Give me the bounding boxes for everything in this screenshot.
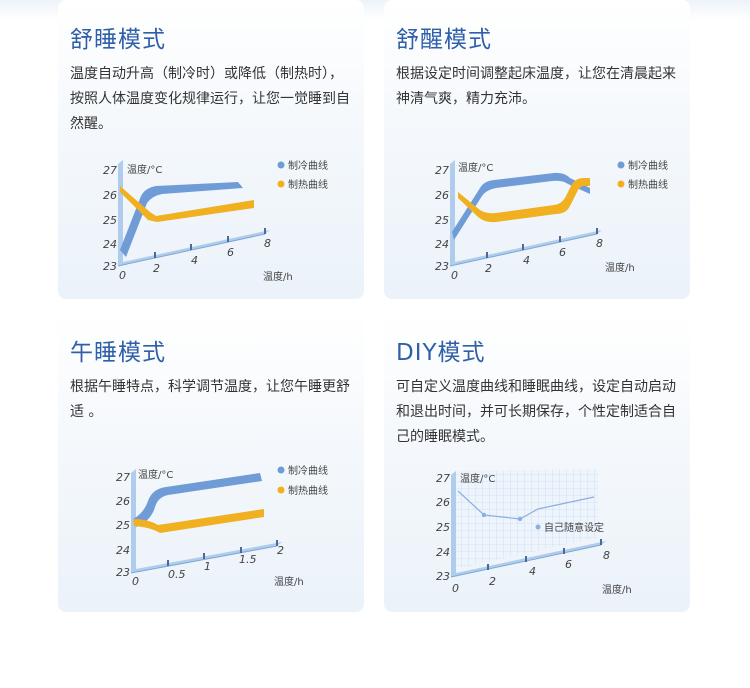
x-tick: 2 bbox=[489, 575, 496, 588]
legend-dot-cooling bbox=[277, 161, 285, 169]
x-tick: 0 bbox=[132, 575, 139, 588]
y-tick: 27 bbox=[103, 164, 117, 177]
y-tick: 25 bbox=[436, 521, 450, 534]
heating-curve bbox=[133, 509, 264, 533]
x-tick: 6 bbox=[227, 246, 234, 259]
y-tick: 24 bbox=[436, 546, 450, 559]
y-tick: 25 bbox=[103, 214, 117, 227]
x-axis-label: 温度/h bbox=[602, 583, 632, 596]
heating-curve bbox=[120, 186, 254, 222]
y-tick: 25 bbox=[435, 214, 449, 227]
temperature-chart: 27 26 25 24 23 0 0.5 1 1.5 2 温度/°C 温度/h … bbox=[116, 464, 328, 588]
heating-curve bbox=[458, 178, 590, 223]
cooling-curve bbox=[133, 473, 262, 527]
y-tick: 23 bbox=[436, 570, 450, 583]
cooling-curve bbox=[452, 172, 590, 240]
x-tick: 8 bbox=[596, 237, 603, 250]
x-tick: 0.5 bbox=[168, 568, 186, 581]
mode-card-comfort-sleep: 舒睡模式 温度自动升高（制冷时）或降低（制热时），按照人体温度变化规律运行，让您… bbox=[58, 0, 364, 299]
x-tick: 2 bbox=[277, 544, 284, 557]
x-tick: 0 bbox=[452, 582, 459, 595]
x-tick: 2 bbox=[153, 262, 160, 275]
y-tick: 24 bbox=[116, 544, 130, 557]
x-axis bbox=[451, 541, 606, 577]
card-description: 根据午睡特点，科学调节温度，让您午睡更舒适 。 bbox=[70, 379, 350, 420]
legend-dot-heating bbox=[617, 180, 625, 188]
card-title: 午睡模式 bbox=[70, 340, 166, 366]
y-axis-label: 温度/°C bbox=[458, 161, 493, 174]
x-tick: 4 bbox=[523, 254, 530, 267]
temperature-chart: 27 26 25 24 23 0 2 4 6 8 温度/°C 温度/h 自己随意… bbox=[436, 469, 632, 596]
legend-dot-cooling bbox=[617, 161, 625, 169]
card-description: 可自定义温度曲线和睡眠曲线，设定自动启动和退出时间，并可长期保存，个性定制适合自… bbox=[396, 379, 676, 445]
x-tick: 4 bbox=[529, 565, 536, 578]
x-axis-label: 温度/h bbox=[605, 261, 635, 274]
y-axis bbox=[451, 471, 456, 577]
card-description: 根据设定时间调整起床温度，让您在清晨起来神清气爽，精力充沛。 bbox=[396, 66, 676, 107]
x-tick: 6 bbox=[559, 246, 566, 259]
card-title: DIY模式 bbox=[396, 340, 486, 366]
legend-label: 自己随意设定 bbox=[544, 521, 604, 534]
mode-card-nap: 午睡模式 根据午睡特点，科学调节温度，让您午睡更舒适 。 27 26 25 24… bbox=[58, 313, 364, 612]
x-axis-label: 温度/h bbox=[274, 575, 304, 588]
y-tick: 26 bbox=[116, 495, 130, 508]
y-tick: 26 bbox=[435, 189, 449, 202]
y-axis-label: 温度/°C bbox=[127, 163, 162, 176]
legend-dot-custom bbox=[535, 524, 541, 530]
y-axis-label: 温度/°C bbox=[460, 472, 495, 485]
cooling-curve bbox=[120, 182, 243, 257]
curve-point bbox=[481, 512, 487, 518]
legend-label: 制冷曲线 bbox=[628, 159, 668, 172]
legend-label: 制冷曲线 bbox=[288, 464, 328, 477]
x-tick: 0 bbox=[451, 269, 458, 282]
y-tick: 23 bbox=[103, 260, 117, 273]
legend-label: 制冷曲线 bbox=[288, 159, 328, 172]
x-tick: 1 bbox=[204, 560, 211, 573]
y-tick: 26 bbox=[103, 189, 117, 202]
y-tick: 25 bbox=[116, 519, 130, 532]
legend-label: 制热曲线 bbox=[628, 178, 668, 191]
y-tick: 23 bbox=[116, 566, 130, 579]
mode-card-comfort-wake: 舒醒模式 根据设定时间调整起床温度，让您在清晨起来神清气爽，精力充沛。 27 2… bbox=[384, 0, 690, 299]
y-axis bbox=[450, 160, 455, 266]
card-title: 舒睡模式 bbox=[70, 27, 166, 53]
x-tick: 8 bbox=[603, 549, 610, 562]
x-tick: 8 bbox=[264, 237, 271, 250]
temperature-chart: 27 26 25 24 23 0 2 4 6 8 温度/°C 温度/h 制冷曲线… bbox=[103, 159, 328, 283]
legend-dot-cooling bbox=[277, 466, 285, 474]
y-tick: 24 bbox=[103, 238, 117, 251]
y-tick: 26 bbox=[436, 496, 450, 509]
mode-card-diy: DIY模式 可自定义温度曲线和睡眠曲线，设定自动启动和退出时间，并可长期保存，个… bbox=[384, 313, 690, 612]
y-axis-label: 温度/°C bbox=[138, 468, 173, 481]
x-tick: 6 bbox=[565, 558, 572, 571]
temperature-chart: 27 26 25 24 23 0 2 4 6 8 温度/°C 温度/h 制冷曲线… bbox=[435, 159, 668, 282]
x-axis-label: 温度/h bbox=[263, 270, 293, 283]
x-tick: 0 bbox=[119, 269, 126, 282]
card-title: 舒醒模式 bbox=[396, 27, 492, 53]
legend-dot-heating bbox=[277, 486, 285, 494]
curve-point bbox=[517, 516, 523, 522]
x-tick: 4 bbox=[191, 254, 198, 267]
legend-label: 制热曲线 bbox=[288, 484, 328, 497]
y-tick: 27 bbox=[435, 164, 449, 177]
x-tick: 1.5 bbox=[239, 553, 257, 566]
x-tick: 2 bbox=[485, 262, 492, 275]
y-tick: 27 bbox=[436, 472, 450, 485]
legend-dot-heating bbox=[277, 180, 285, 188]
card-description: 温度自动升高（制冷时）或降低（制热时），按照人体温度变化规律运行，让您一觉睡到自… bbox=[70, 66, 350, 132]
y-tick: 27 bbox=[116, 471, 130, 484]
legend-label: 制热曲线 bbox=[288, 178, 328, 191]
y-axis bbox=[118, 160, 123, 266]
y-tick: 23 bbox=[435, 260, 449, 273]
y-tick: 24 bbox=[435, 238, 449, 251]
